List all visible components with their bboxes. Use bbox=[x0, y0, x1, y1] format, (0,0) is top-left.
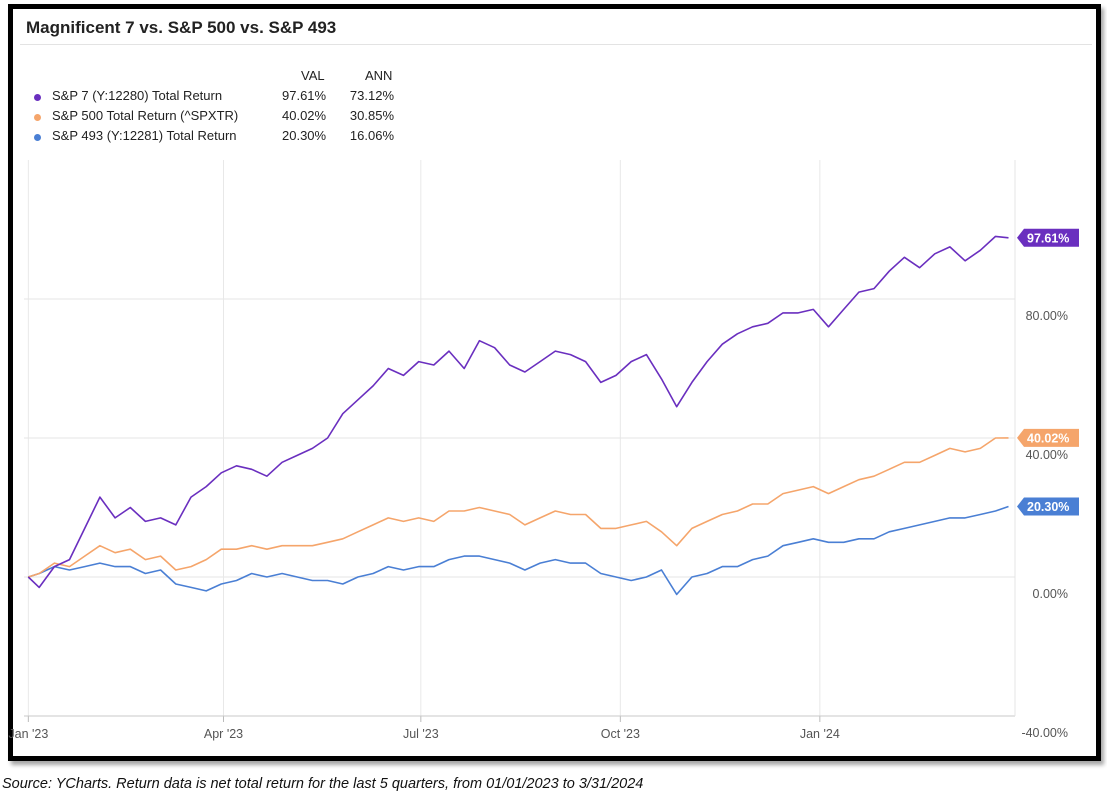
legend-marker bbox=[34, 94, 41, 101]
legend-marker bbox=[34, 114, 41, 121]
end-value-flag bbox=[1017, 228, 1079, 247]
end-value-flag bbox=[1017, 428, 1079, 447]
end-value-label: 20.30% bbox=[1027, 500, 1069, 514]
legend-series-ann: 30.85% bbox=[349, 108, 394, 123]
legend-series-ann: 16.06% bbox=[349, 128, 394, 143]
x-tick-label: Jan '23 bbox=[8, 727, 48, 741]
title-divider bbox=[20, 44, 1092, 45]
y-tick-label: -40.00% bbox=[1021, 726, 1068, 740]
x-tick-label: Jul '23 bbox=[403, 727, 439, 741]
y-tick-label: 40.00% bbox=[1026, 448, 1068, 462]
legend-marker bbox=[34, 134, 41, 141]
series-line bbox=[28, 437, 1009, 578]
legend-series-name: S&P 500 Total Return (^SPXTR) bbox=[52, 108, 239, 123]
legend-header-ann: ANN bbox=[365, 68, 393, 83]
series-line bbox=[28, 505, 1009, 596]
legend-series-val: 40.02% bbox=[282, 108, 327, 123]
series-line bbox=[27, 235, 1009, 589]
y-tick-label: 0.00% bbox=[1033, 587, 1068, 601]
legend-series-val: 20.30% bbox=[282, 128, 327, 143]
x-tick-label: Oct '23 bbox=[601, 727, 640, 741]
legend-series-ann: 73.12% bbox=[349, 88, 394, 103]
legend-series-val: 97.61% bbox=[282, 88, 327, 103]
end-value-label: 40.02% bbox=[1027, 431, 1069, 445]
y-tick-label: 80.00% bbox=[1026, 309, 1068, 323]
legend-series-name: S&P 493 (Y:12281) Total Return bbox=[52, 128, 237, 143]
x-tick-label: Apr '23 bbox=[204, 727, 243, 741]
source-caption: Source: YCharts. Return data is net tota… bbox=[2, 776, 644, 792]
chart-frame bbox=[8, 4, 1101, 761]
legend-header-val: VAL bbox=[301, 68, 325, 83]
x-tick-label: Jan '24 bbox=[800, 727, 840, 741]
chart-title: Magnificent 7 vs. S&P 500 vs. S&P 493 bbox=[26, 18, 337, 37]
end-value-flag bbox=[1017, 497, 1079, 516]
legend-series-name: S&P 7 (Y:12280) Total Return bbox=[52, 88, 223, 103]
end-value-label: 97.61% bbox=[1027, 231, 1069, 245]
